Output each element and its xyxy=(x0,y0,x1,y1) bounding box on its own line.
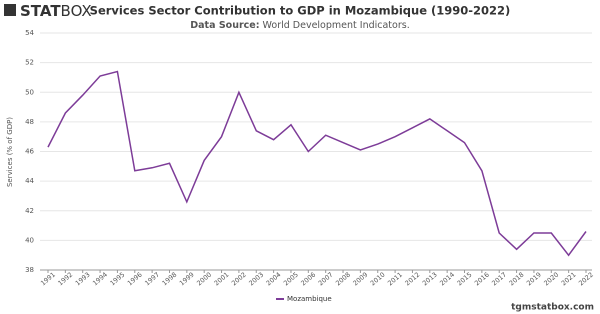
x-tick-label: 2021 xyxy=(560,271,578,288)
x-tick-label: 2016 xyxy=(473,271,491,288)
chart-title: Services Sector Contribution to GDP in M… xyxy=(90,4,511,18)
x-tick-label: 2020 xyxy=(542,271,560,288)
x-tick-label: 1992 xyxy=(56,271,74,288)
y-tick-label: 54 xyxy=(25,29,34,37)
x-tick-label: 2000 xyxy=(195,271,213,288)
x-tick-label: 2007 xyxy=(317,271,335,288)
x-tick-label: 2001 xyxy=(213,271,231,288)
x-tick-label: 2006 xyxy=(299,271,317,288)
subtitle-label: Data Source: xyxy=(190,20,259,31)
legend-label: Mozambique xyxy=(287,295,332,303)
y-tick-label: 40 xyxy=(25,236,34,244)
x-tick-label: 2003 xyxy=(247,271,265,288)
logo-icon xyxy=(4,4,16,16)
x-tick-label: 2005 xyxy=(282,271,300,288)
x-tick-label: 2010 xyxy=(369,271,387,288)
subtitle: Data Source: World Development Indicator… xyxy=(190,20,409,31)
footer: tgmstatbox.com xyxy=(511,303,594,313)
subtitle-text: World Development Indicators. xyxy=(263,20,410,31)
x-tick-label: 2002 xyxy=(230,271,248,288)
x-tick-label: 2017 xyxy=(490,271,508,288)
y-axis-label: Services (% of GDP) xyxy=(6,117,14,187)
x-tick-label: 2008 xyxy=(334,271,352,288)
x-tick-label: 1994 xyxy=(91,271,109,288)
y-tick-label: 46 xyxy=(25,148,34,156)
x-tick-label: 2011 xyxy=(386,271,404,288)
y-tick-label: 52 xyxy=(25,59,34,67)
x-tick-label: 1991 xyxy=(39,271,57,288)
y-tick-label: 38 xyxy=(25,266,34,274)
x-tick-label: 2022 xyxy=(577,271,595,288)
x-tick-label: 2019 xyxy=(525,271,543,288)
y-tick-label: 48 xyxy=(25,118,34,126)
x-tick-label: 2014 xyxy=(438,271,456,288)
x-tick-label: 1997 xyxy=(143,271,161,288)
x-tick-label: 2012 xyxy=(404,271,422,288)
x-tick-label: 2009 xyxy=(351,271,369,288)
x-tick-label: 2004 xyxy=(265,271,283,288)
x-tick-label: 2015 xyxy=(456,271,474,288)
logo: STATBOX xyxy=(20,2,92,20)
series-line xyxy=(47,70,587,257)
x-tick-label: 1995 xyxy=(109,271,127,288)
x-tick-label: 1993 xyxy=(74,271,92,288)
x-tick-label: 1999 xyxy=(178,271,196,288)
y-tick-label: 44 xyxy=(25,177,34,185)
x-tick-label: 2013 xyxy=(421,271,439,288)
x-tick-label: 1998 xyxy=(161,271,179,288)
logo-regular: BOX xyxy=(61,2,92,20)
y-tick-label: 50 xyxy=(25,88,34,96)
logo-bold: STAT xyxy=(20,2,61,20)
x-tick-label: 2018 xyxy=(508,271,526,288)
y-tick-label: 42 xyxy=(25,207,34,215)
x-tick-label: 1996 xyxy=(126,271,144,288)
